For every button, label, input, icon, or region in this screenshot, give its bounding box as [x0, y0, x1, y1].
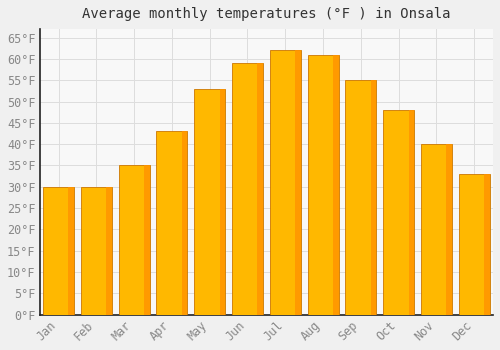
Bar	[182, 131, 188, 315]
Bar	[458, 174, 490, 315]
Bar	[446, 144, 452, 315]
Bar	[232, 63, 263, 315]
Bar	[346, 80, 376, 315]
Bar	[295, 50, 300, 315]
Bar	[421, 144, 452, 315]
Bar	[383, 110, 414, 315]
Bar	[118, 166, 150, 315]
Title: Average monthly temperatures (°F ) in Onsala: Average monthly temperatures (°F ) in On…	[82, 7, 450, 21]
Bar	[408, 110, 414, 315]
Bar	[106, 187, 112, 315]
Bar	[484, 174, 490, 315]
Bar	[68, 187, 74, 315]
Bar	[370, 80, 376, 315]
Bar	[43, 187, 74, 315]
Bar	[220, 89, 225, 315]
Bar	[194, 89, 225, 315]
Bar	[258, 63, 263, 315]
Bar	[144, 166, 150, 315]
Bar	[270, 50, 300, 315]
Bar	[333, 55, 338, 315]
Bar	[308, 55, 338, 315]
Bar	[81, 187, 112, 315]
Bar	[156, 131, 188, 315]
